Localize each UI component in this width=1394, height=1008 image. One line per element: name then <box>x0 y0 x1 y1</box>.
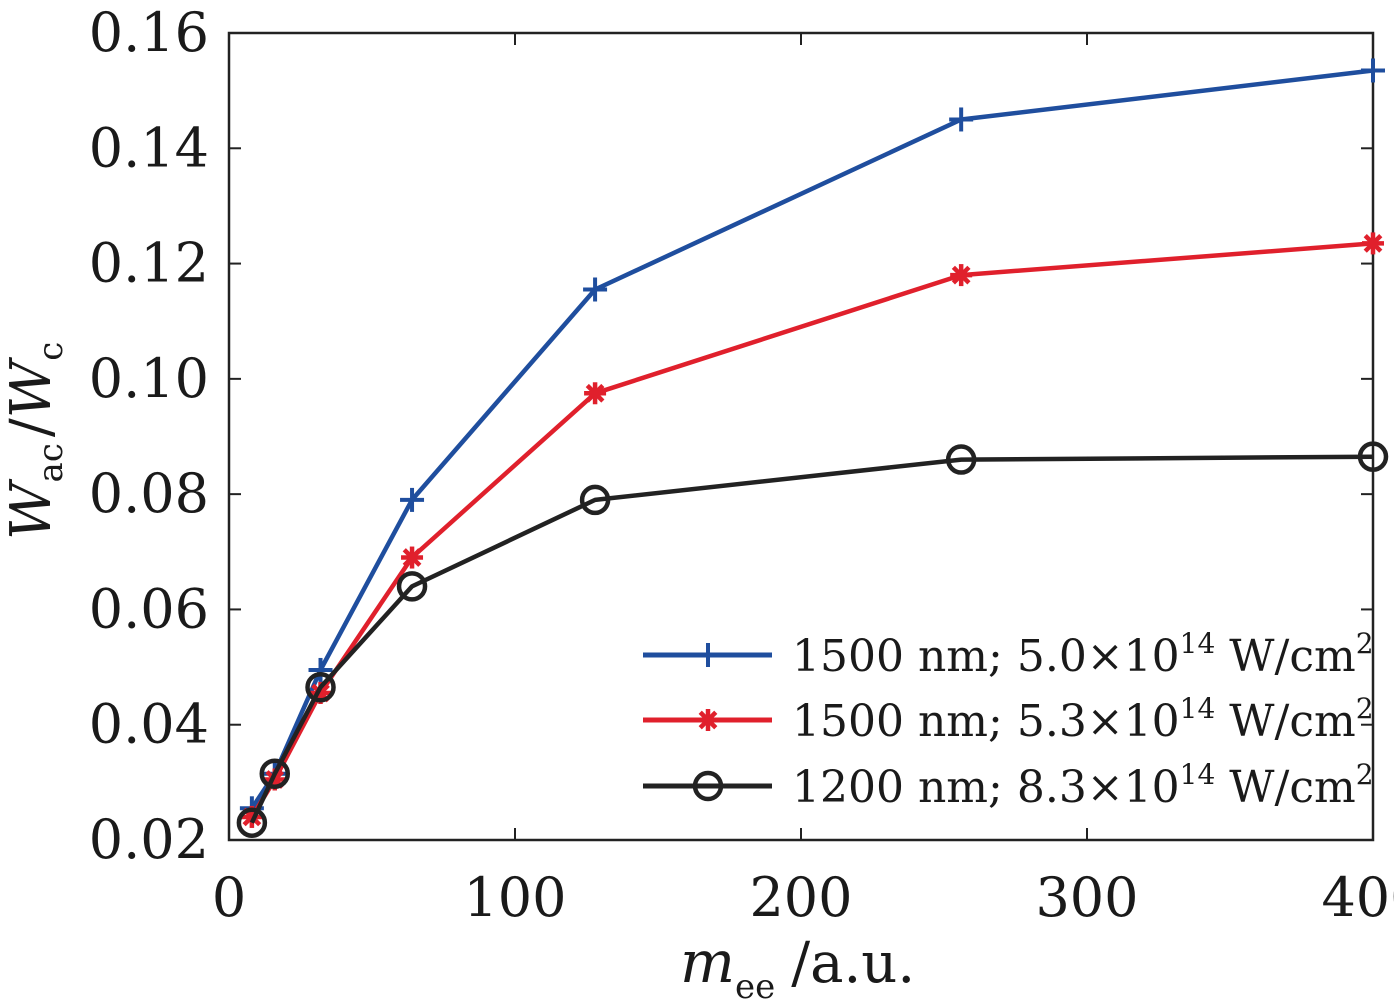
asterisk-marker-arm <box>585 383 605 403</box>
y-axis-ticks: 0.02 0.04 0.06 0.08 0.10 0.12 0.14 0.16 <box>89 1 1373 871</box>
y-tick-label: 0.12 <box>89 232 209 295</box>
legend-label: 1500 nm; 5.3×1014 W/cm2 <box>792 692 1374 747</box>
x-tick-label: 100 <box>463 866 566 929</box>
asterisk-marker-arm <box>698 710 718 730</box>
circle-marker <box>305 671 336 703</box>
data-point <box>584 382 607 405</box>
legend-swatch-marker <box>696 643 720 667</box>
data-point <box>950 264 973 287</box>
x-axis-ticks: 0 100 200 300 400 <box>212 33 1394 929</box>
y-tick-label: 0.14 <box>89 116 209 179</box>
series-line <box>249 454 1374 824</box>
data-point <box>259 758 291 789</box>
data-point <box>236 807 268 838</box>
data-point <box>400 487 425 512</box>
series-layer <box>236 58 1389 838</box>
data-point <box>1361 58 1385 83</box>
asterisk-marker-arm <box>1363 234 1383 253</box>
x-tick-label: 400 <box>1321 866 1394 929</box>
legend-label: 1500 nm; 5.0×1014 W/cm2 <box>792 627 1374 682</box>
asterisk-marker-arm <box>402 548 422 567</box>
legend-item-1: 1500 nm; 5.0×1014 W/cm2 <box>643 627 1374 682</box>
data-point <box>945 444 977 475</box>
circle-marker <box>579 484 611 516</box>
data-point <box>579 484 611 516</box>
x-tick-label: 200 <box>749 866 852 929</box>
circle-marker <box>1357 441 1389 472</box>
data-point <box>308 657 333 682</box>
series-3 <box>236 441 1389 838</box>
legend-item-3: 1200 nm; 8.3×1014 W/cm2 <box>643 758 1374 813</box>
asterisk-marker-arm <box>951 265 971 285</box>
circle-marker <box>236 807 268 838</box>
legend-item-2: 1500 nm; 5.3×1014 W/cm2 <box>643 692 1374 747</box>
y-tick-label: 0.16 <box>89 1 209 64</box>
data-point <box>949 107 974 132</box>
y-tick-label: 0.10 <box>89 347 209 410</box>
svg-text:mee/a.u.: mee/a.u. <box>680 928 915 1007</box>
y-tick-label: 0.08 <box>89 462 209 525</box>
x-tick-label: 0 <box>212 866 246 929</box>
data-point <box>583 277 608 302</box>
x-axis-label: mee/a.u. <box>680 928 915 1007</box>
legend-swatch-marker <box>692 770 724 802</box>
y-axis-label: Wac/Wc <box>0 342 71 540</box>
data-point <box>1362 232 1384 255</box>
data-point <box>305 671 336 703</box>
legend-swatch-marker <box>697 709 719 731</box>
svg-text:Wac/Wc: Wac/Wc <box>0 342 71 540</box>
circle-marker <box>945 444 977 475</box>
y-tick-label: 0.02 <box>89 808 209 871</box>
circle-marker <box>396 571 428 602</box>
circle-marker <box>259 758 291 789</box>
data-point <box>1357 441 1389 472</box>
y-tick-label: 0.04 <box>89 693 209 756</box>
circle-marker <box>692 770 724 802</box>
y-tick-label: 0.06 <box>89 577 209 640</box>
x-tick-label: 300 <box>1035 866 1138 929</box>
legend-label: 1200 nm; 8.3×1014 W/cm2 <box>792 758 1374 813</box>
legend: 1500 nm; 5.0×1014 W/cm2 1500 nm; 5.3×1014… <box>643 627 1374 813</box>
data-point <box>396 571 428 602</box>
data-point <box>401 546 424 569</box>
